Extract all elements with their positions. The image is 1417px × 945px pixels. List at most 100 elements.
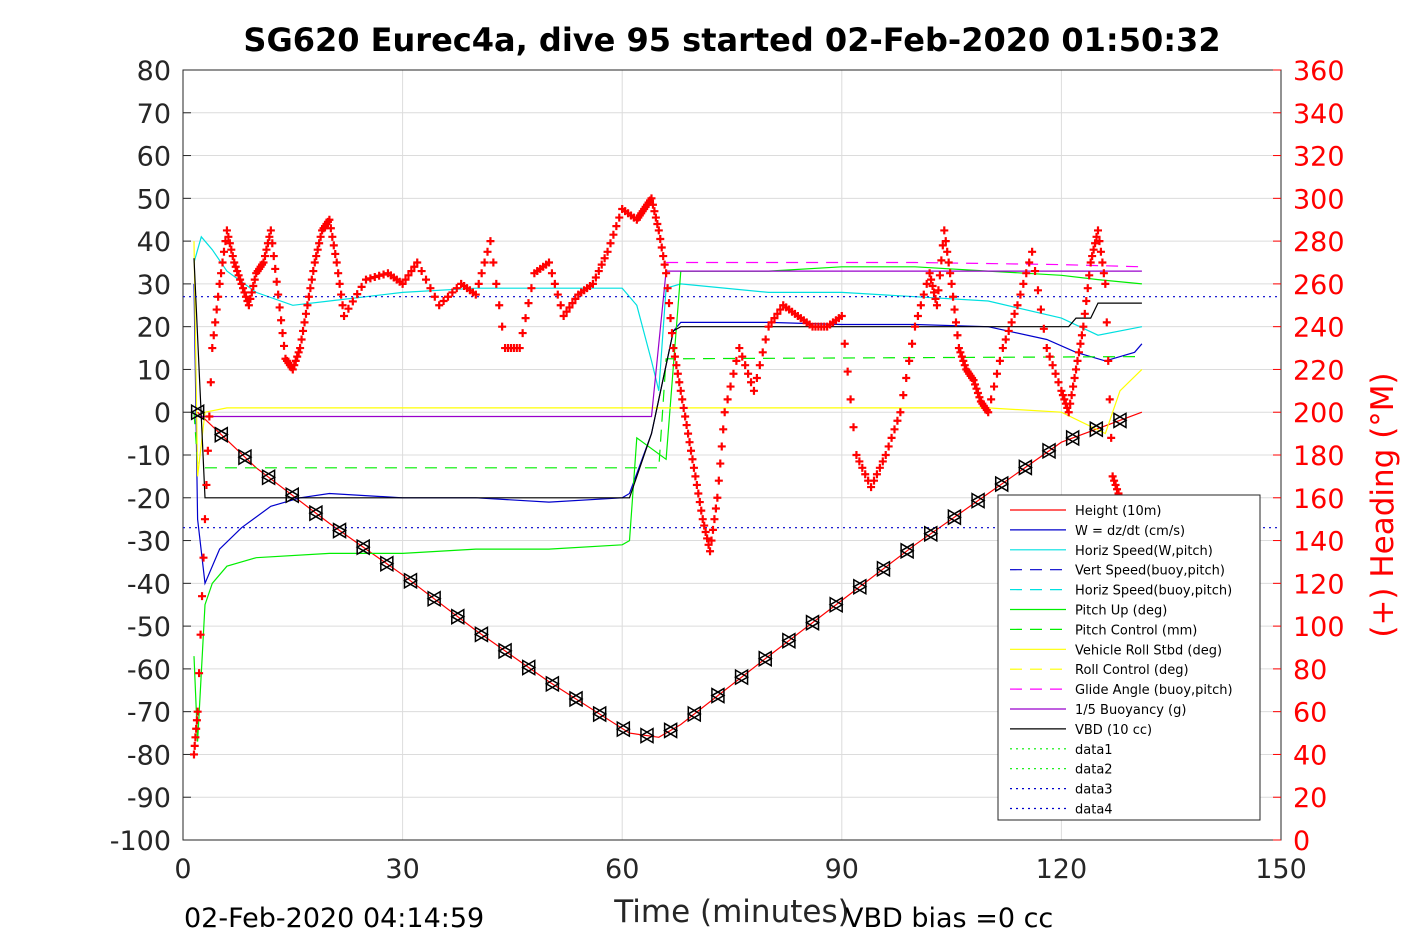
series-line-10 <box>197 270 1142 418</box>
heading-marker <box>1102 318 1111 327</box>
height-marker <box>710 687 726 704</box>
heading-marker <box>665 299 674 308</box>
heading-marker <box>1031 267 1040 276</box>
heading-marker <box>1063 403 1072 412</box>
heading-marker <box>524 299 533 308</box>
heading-marker <box>559 311 568 320</box>
legend-entry: Roll Control (deg) <box>1075 663 1189 678</box>
heading-marker <box>738 352 747 361</box>
legend-entry: 1/5 Buoyancy (g) <box>1075 703 1186 718</box>
heading-marker <box>959 356 968 365</box>
y-tick-label: 80 <box>137 56 171 87</box>
heading-marker <box>527 284 536 293</box>
height-marker <box>213 426 229 443</box>
y-tick-label: 20 <box>137 313 171 344</box>
heading-marker <box>1107 433 1116 442</box>
heading-marker <box>1001 335 1010 344</box>
heading-marker <box>404 271 413 280</box>
heading-marker <box>215 279 224 288</box>
heading-marker <box>1098 258 1107 267</box>
heading-marker <box>931 294 940 303</box>
height-marker <box>686 705 702 723</box>
heading-marker <box>935 271 944 280</box>
heading-marker <box>744 369 753 378</box>
heading-marker <box>410 262 419 271</box>
heading-marker <box>483 247 492 256</box>
height-marker <box>402 572 418 590</box>
height-marker <box>544 675 560 693</box>
heading-marker <box>189 750 198 759</box>
heading-marker <box>315 239 324 248</box>
heading-marker <box>1073 356 1082 365</box>
legend-entry: Glide Angle (buoy,pitch) <box>1075 683 1233 698</box>
legend-entry: VBD (10 cc) <box>1075 723 1152 738</box>
heading-marker <box>306 284 315 293</box>
heading-marker <box>928 282 937 291</box>
height-marker <box>994 475 1010 493</box>
heading-marker <box>872 470 881 479</box>
heading-marker <box>953 331 962 340</box>
height-marker <box>875 560 891 578</box>
y2-tick-label: 20 <box>1293 783 1327 814</box>
left-axis-ticks: 80 70 60 50 40 30 20 10 0 -10 -20 -30 -40 -50 -60 -70 -8… <box>110 56 191 857</box>
heading-marker <box>439 297 448 305</box>
heading-marker <box>234 271 243 280</box>
heading-marker <box>1105 395 1114 404</box>
heading-marker <box>600 254 609 263</box>
heading-marker <box>296 344 305 353</box>
heading-marker <box>340 311 349 320</box>
x-tick-label: 120 <box>1036 854 1088 885</box>
y-tick-label: 70 <box>137 99 171 130</box>
heading-marker <box>344 304 353 313</box>
heading-marker <box>1082 297 1091 305</box>
heading-marker <box>337 290 346 299</box>
height-marker <box>1112 412 1128 429</box>
height-marker <box>308 504 324 522</box>
heading-marker <box>946 269 955 278</box>
y2-tick-label: 180 <box>1293 441 1345 472</box>
height-marker <box>284 486 300 504</box>
y-tick-label: -100 <box>110 826 171 857</box>
heading-marker <box>1069 382 1078 391</box>
heading-marker <box>861 470 870 479</box>
heading-marker <box>426 284 435 293</box>
height-marker <box>568 690 584 708</box>
y-tick-label: -80 <box>127 740 171 771</box>
x-tick-label: 150 <box>1255 854 1307 885</box>
y2-tick-label: 140 <box>1293 527 1345 558</box>
heading-marker <box>913 311 922 320</box>
height-marker <box>379 555 395 573</box>
heading-marker <box>890 425 899 434</box>
y-tick-label: -90 <box>127 783 171 814</box>
y-tick-label: -10 <box>127 441 171 472</box>
heading-marker <box>975 393 984 402</box>
heading-marker <box>692 480 701 489</box>
heading-marker <box>615 213 624 222</box>
heading-marker <box>228 252 237 261</box>
heading-marker <box>682 421 691 430</box>
heading-marker <box>706 547 715 556</box>
heading-marker <box>755 361 764 370</box>
heading-marker <box>647 194 656 203</box>
y2-tick-label: 200 <box>1293 398 1345 429</box>
heading-marker <box>272 277 281 286</box>
y2-tick-label: 120 <box>1293 569 1345 600</box>
heading-marker <box>650 207 659 216</box>
heading-marker <box>492 279 501 288</box>
heading-marker <box>1039 324 1048 333</box>
heading-marker <box>944 258 953 267</box>
heading-marker <box>1010 309 1019 318</box>
heading-marker <box>672 361 681 370</box>
heading-marker <box>843 367 852 376</box>
heading-marker <box>198 592 207 601</box>
heading-marker <box>401 275 410 284</box>
heading-marker <box>714 476 723 485</box>
heading-marker <box>1079 322 1088 331</box>
height-marker <box>592 705 608 723</box>
heading-marker <box>884 442 893 451</box>
heading-marker <box>708 525 717 534</box>
series-layer <box>183 235 1281 742</box>
heading-marker <box>231 262 240 271</box>
heading-marker <box>278 329 287 338</box>
heading-marker <box>275 303 284 312</box>
